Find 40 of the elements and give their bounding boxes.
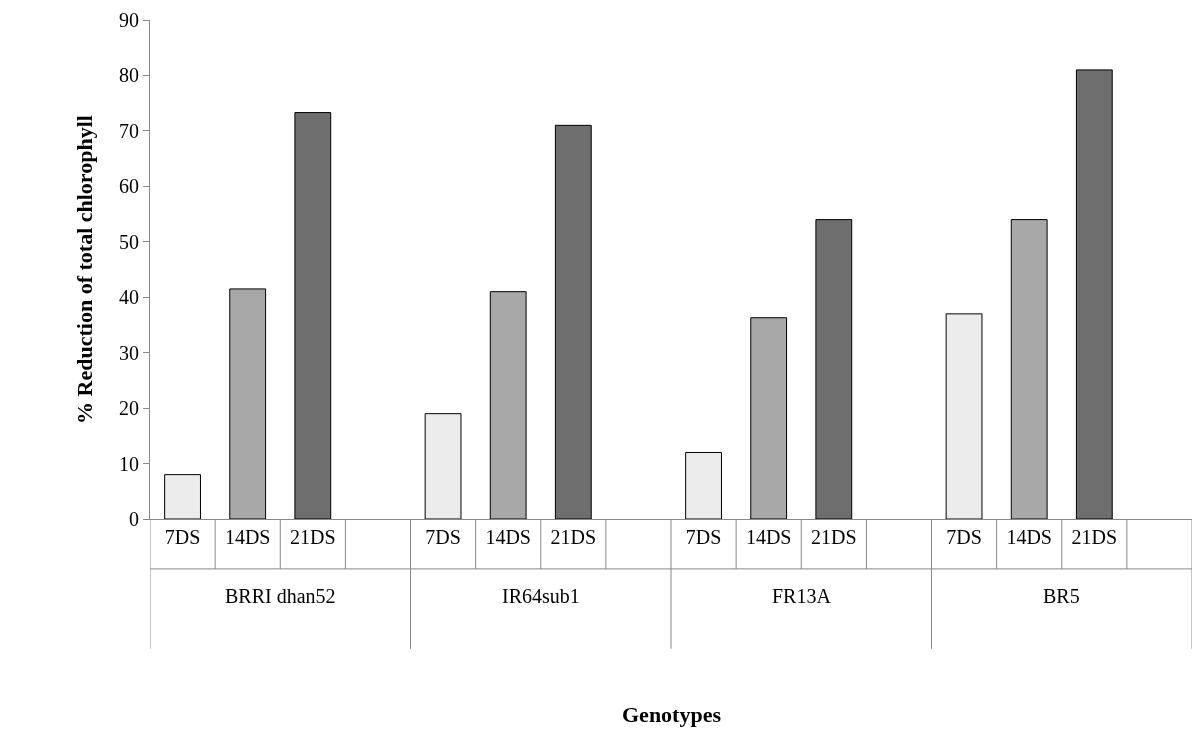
x-tick-label: 7DS xyxy=(425,526,461,548)
x-tick-label: 7DS xyxy=(946,526,982,548)
bar xyxy=(945,313,983,519)
y-tick-label: 10 xyxy=(119,452,139,475)
bar xyxy=(685,451,722,519)
y-tick-label: 50 xyxy=(119,230,139,253)
bar xyxy=(424,413,462,519)
text: BRRI dhan52 xyxy=(225,585,336,607)
y-tick-label: 20 xyxy=(119,397,139,420)
x-tick-label: 14DS xyxy=(1006,526,1052,548)
y-tick-label: 60 xyxy=(119,175,139,198)
bar xyxy=(294,112,332,519)
y-axis-title: % Reduction of total chlorophyll xyxy=(71,115,97,424)
bar xyxy=(164,474,201,519)
text: IR64sub1 xyxy=(502,585,580,607)
x-tick-label: 21DS xyxy=(1071,526,1118,548)
x-tick-label: 14DS xyxy=(224,526,271,548)
x-tick-label: 7DS xyxy=(685,526,722,548)
y-tick-label: 90 xyxy=(119,9,139,31)
bar xyxy=(489,291,527,519)
y-tick-label: 40 xyxy=(119,286,139,309)
y-tick-label: 30 xyxy=(119,341,139,364)
x-tick-label: 21DS xyxy=(290,526,336,548)
text: FR13A xyxy=(772,585,832,607)
bar xyxy=(1075,69,1113,519)
y-tick-label: 0 xyxy=(129,508,139,530)
x-tick-label: 7DS xyxy=(164,526,201,548)
bar xyxy=(750,317,788,519)
x-tick-label: 14DS xyxy=(745,526,792,548)
y-tick-label: 80 xyxy=(119,64,139,87)
x-tick-label: 14DS xyxy=(485,526,531,548)
bar xyxy=(815,219,853,519)
y-tick-label: 70 xyxy=(119,119,139,142)
text: Genotypes xyxy=(622,702,722,727)
x-tick-label: 21DS xyxy=(550,526,597,548)
x-tick-label: 21DS xyxy=(811,526,857,548)
text: BR5 xyxy=(1043,585,1080,607)
bar xyxy=(554,124,592,519)
bar xyxy=(1010,219,1048,519)
bar xyxy=(229,288,267,519)
